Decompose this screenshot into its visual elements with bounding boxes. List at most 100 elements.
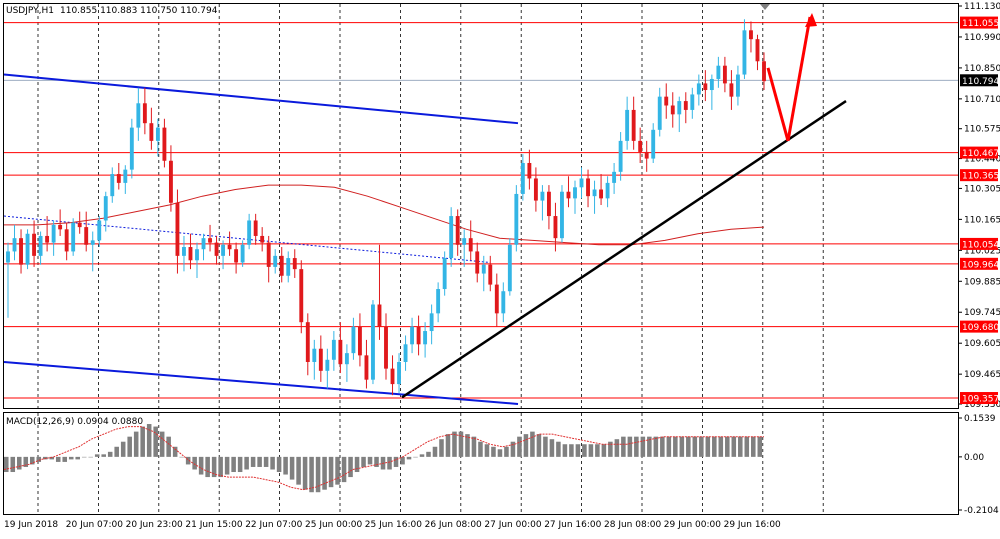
macd-histogram-bar <box>296 456 301 485</box>
grid-lines <box>37 4 824 514</box>
price-tick-label: 109.330 <box>964 400 1000 410</box>
time-tick-label: 20 Jun 23:00 <box>126 520 183 530</box>
candle-body <box>208 238 212 243</box>
time-tick-label: 27 Jun 00:00 <box>484 520 541 530</box>
price-axis: 111.130 110.990 110.850 110.710 110.575 110.4… <box>958 2 1000 410</box>
macd-label: MACD(12,26,9) 0.0904 0.0880 <box>6 417 143 427</box>
candle-body <box>325 359 330 371</box>
candle-body <box>514 193 519 245</box>
candle-body <box>703 83 708 91</box>
macd-histogram-bar <box>647 436 652 457</box>
candle-body <box>560 191 564 239</box>
candle-body <box>377 304 382 327</box>
macd-histogram-bar <box>335 456 340 485</box>
candle-body <box>586 178 590 197</box>
macd-histogram-bar <box>354 456 360 473</box>
trendlines <box>401 100 847 399</box>
macd-histogram-bar <box>497 449 503 457</box>
candle-body <box>592 189 597 197</box>
candle-body <box>651 129 656 159</box>
candle-body <box>631 109 636 141</box>
channel-upper-line <box>3 73 519 125</box>
candle-body <box>501 291 506 314</box>
candle-body <box>462 238 467 245</box>
candle-body <box>240 244 245 263</box>
macd-histogram-bar <box>504 446 509 457</box>
macd-histogram-bar <box>257 456 262 467</box>
macd-histogram-bar <box>237 456 243 473</box>
candle-body <box>84 227 89 245</box>
candle-body <box>579 178 584 188</box>
level-price-label: 109.357 <box>962 395 999 405</box>
candle-body <box>116 174 121 183</box>
candle-body <box>749 30 753 40</box>
time-tick-label: 20 Jun 07:00 <box>66 520 123 530</box>
price-tick-label: 110.165 <box>964 215 1000 225</box>
candle-body <box>735 74 740 97</box>
macd-histogram-bar <box>250 456 256 467</box>
time-tick-label: 27 Jun 16:00 <box>544 520 601 530</box>
macd-histogram-bar <box>172 446 178 457</box>
candle-body <box>155 127 160 141</box>
candle-body <box>540 191 545 201</box>
time-tick-label: 29 Jun 00:00 <box>664 520 721 530</box>
candle-body <box>449 216 454 259</box>
candle-body <box>762 61 766 82</box>
candle-body <box>566 191 571 199</box>
macd-histogram-bar <box>543 436 548 457</box>
candle-body <box>71 222 76 252</box>
macd-histogram-bar <box>23 456 29 467</box>
macd-histogram-bar <box>523 434 529 457</box>
macd-histogram-bar <box>302 456 308 490</box>
candle-body <box>657 96 662 130</box>
candle-body <box>423 331 428 345</box>
candle-body <box>77 222 82 228</box>
candle-body <box>527 162 532 179</box>
candle-body <box>390 368 395 385</box>
candle-body <box>696 83 701 95</box>
time-tick-label: 29 Jun 16:00 <box>724 520 781 530</box>
macd-signal-line <box>3 426 764 491</box>
macd-histogram-bar <box>621 436 626 457</box>
time-tick-label: 25 Jun 00:00 <box>305 520 362 530</box>
macd-histogram-bar <box>374 456 379 467</box>
macd-histogram-bar <box>679 436 685 457</box>
macd-histogram-bar <box>101 454 106 457</box>
candle-body <box>110 174 115 197</box>
arrow-down-segment <box>766 67 790 142</box>
macd-histogram-bar <box>627 436 633 457</box>
moving-average <box>4 184 765 246</box>
macd-histogram-bar <box>705 436 711 457</box>
current-price-label: 110.794 <box>962 77 999 87</box>
macd-histogram-bar <box>757 436 763 457</box>
time-axis: 19 Jun 2018 20 Jun 07:00 20 Jun 23:00 21 Ju… <box>4 520 781 530</box>
price-tick-label: 110.850 <box>964 64 1000 74</box>
candle-body <box>331 339 336 360</box>
macd-histogram-bar <box>575 444 581 457</box>
macd-histogram-bar <box>588 444 594 457</box>
time-tick-label: 22 Jun 07:00 <box>245 520 302 530</box>
macd-histogram-bar <box>198 456 204 475</box>
candle-body <box>58 224 63 230</box>
macd-histogram-bar <box>120 441 126 457</box>
macd-histogram-bar <box>244 456 249 470</box>
macd-histogram-bar <box>315 456 321 493</box>
candle-body <box>533 178 538 201</box>
macd-histogram-bar <box>179 456 184 458</box>
macd-histogram-bar <box>224 456 230 475</box>
candle-body <box>683 101 688 110</box>
macd-histogram-bar <box>582 444 587 457</box>
macd-histogram-bar <box>29 456 35 465</box>
candle-body <box>357 326 362 356</box>
scroll-marker-icon[interactable] <box>760 4 770 10</box>
candle-body <box>338 339 343 365</box>
macd-histogram-bar <box>744 436 750 457</box>
candle-body <box>175 202 180 256</box>
candle-body <box>546 191 551 217</box>
level-price-box <box>960 169 998 182</box>
price-tick-label: 110.440 <box>964 155 1000 165</box>
candle-body <box>162 127 167 161</box>
macd-histogram-bar <box>751 436 756 457</box>
macd-histogram-bar <box>718 436 724 457</box>
candle-body <box>670 105 675 115</box>
